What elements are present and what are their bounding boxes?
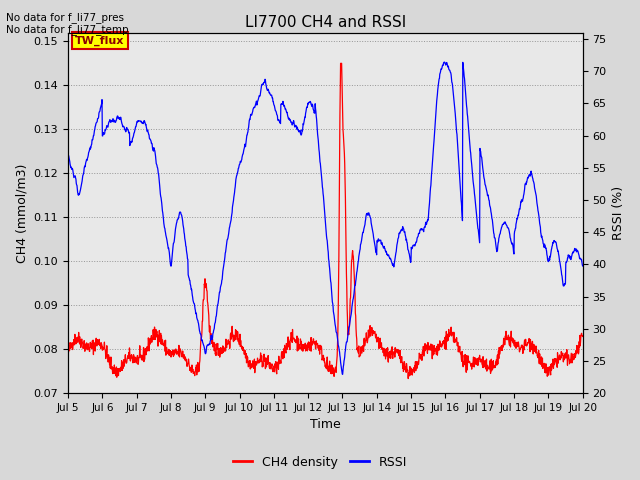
Text: No data for f_li77_pres: No data for f_li77_pres: [6, 12, 124, 23]
Y-axis label: CH4 (mmol/m3): CH4 (mmol/m3): [15, 163, 28, 263]
Legend: CH4 density, RSSI: CH4 density, RSSI: [228, 451, 412, 474]
Text: TW_flux: TW_flux: [75, 36, 124, 46]
Y-axis label: RSSI (%): RSSI (%): [612, 186, 625, 240]
X-axis label: Time: Time: [310, 419, 340, 432]
Title: LI7700 CH4 and RSSI: LI7700 CH4 and RSSI: [244, 15, 406, 30]
Text: No data for f_li77_temp: No data for f_li77_temp: [6, 24, 129, 35]
